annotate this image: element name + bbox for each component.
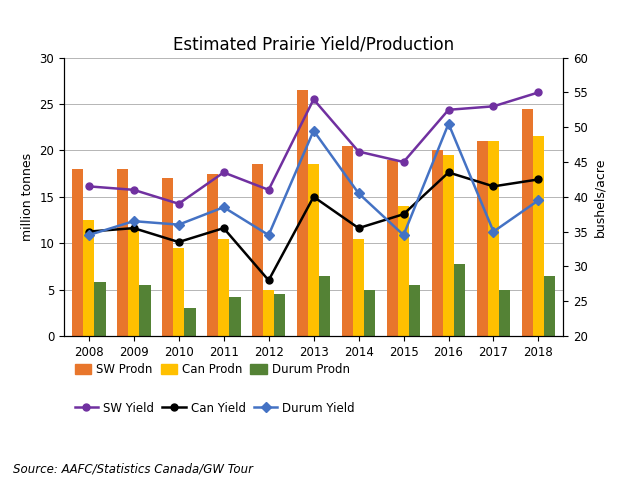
Bar <box>499 289 510 336</box>
Bar <box>117 169 128 336</box>
Bar <box>477 141 488 336</box>
Bar <box>184 308 196 336</box>
Bar <box>275 294 285 336</box>
Bar <box>544 276 556 336</box>
Bar <box>443 155 454 336</box>
Bar <box>409 285 420 336</box>
Bar <box>218 239 229 336</box>
Bar <box>229 297 241 336</box>
Bar <box>533 136 544 336</box>
Bar <box>364 289 376 336</box>
Legend: SW Yield, Can Yield, Durum Yield: SW Yield, Can Yield, Durum Yield <box>70 397 360 420</box>
Y-axis label: million tonnes: million tonnes <box>21 153 34 241</box>
Y-axis label: bushels/acre: bushels/acre <box>593 157 606 237</box>
Legend: SW Prodn, Can Prodn, Durum Prodn: SW Prodn, Can Prodn, Durum Prodn <box>70 359 355 381</box>
Title: Estimated Prairie Yield/Production: Estimated Prairie Yield/Production <box>173 35 454 53</box>
Bar <box>522 108 533 336</box>
Bar <box>488 141 499 336</box>
Bar <box>72 169 83 336</box>
Bar <box>140 285 150 336</box>
Bar <box>94 282 106 336</box>
Bar <box>252 164 263 336</box>
Bar <box>308 164 319 336</box>
Bar <box>173 248 184 336</box>
Bar <box>128 229 140 336</box>
Text: Source: AAFC/Statistics Canada/GW Tour: Source: AAFC/Statistics Canada/GW Tour <box>13 462 253 475</box>
Bar <box>398 206 409 336</box>
Bar <box>263 289 275 336</box>
Bar <box>319 276 330 336</box>
Bar <box>342 146 353 336</box>
Bar <box>83 220 94 336</box>
Bar <box>353 239 364 336</box>
Bar <box>431 150 443 336</box>
Bar <box>207 174 218 336</box>
Bar <box>297 90 308 336</box>
Bar <box>162 178 173 336</box>
Bar <box>454 264 465 336</box>
Bar <box>387 160 398 336</box>
